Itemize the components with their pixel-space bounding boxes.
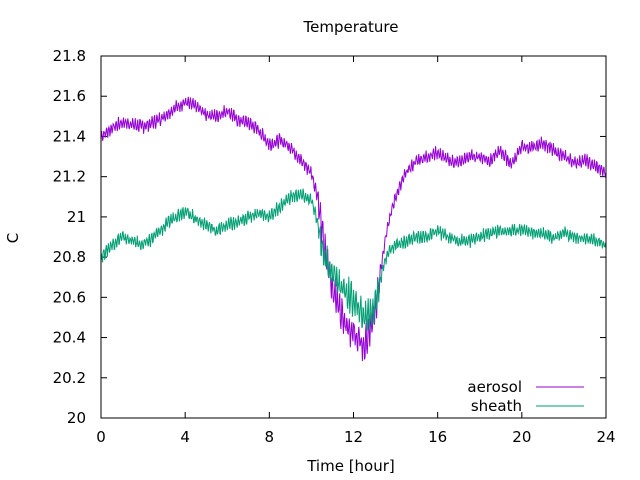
y-tick-label: 21.6 — [53, 87, 86, 105]
axis-ticks: 0 4 8 12 16 20 24 20 20.2 20.4 20.6 20.8 21 21.2 21.4 2… — [53, 47, 616, 446]
y-tick-label: 21 — [67, 208, 86, 226]
series-line-sheath — [100, 188, 607, 331]
y-tick-label: 21.4 — [53, 127, 86, 145]
x-tick-label: 16 — [428, 428, 447, 446]
x-tick-label: 4 — [180, 428, 190, 446]
y-tick-label: 20.2 — [53, 369, 86, 387]
y-axis-label: C — [4, 233, 22, 243]
series-layer — [100, 96, 607, 362]
y-tick-label: 21.2 — [53, 168, 86, 186]
series-line-aerosol — [100, 96, 607, 362]
y-tick-label: 20.4 — [53, 329, 86, 347]
y-tick-label: 20 — [67, 409, 86, 427]
x-tick-label: 24 — [596, 428, 615, 446]
legend-label-sheath: sheath — [471, 397, 522, 415]
legend-label-aerosol: aerosol — [467, 378, 522, 396]
x-tick-label: 20 — [512, 428, 531, 446]
plot-frame — [100, 55, 607, 419]
y-tick-label: 20.6 — [53, 288, 86, 306]
x-tick-label: 0 — [96, 428, 106, 446]
x-tick-label: 12 — [344, 428, 363, 446]
y-tick-label: 20.8 — [53, 248, 86, 266]
y-tick-label: 21.8 — [53, 47, 86, 65]
chart-title: Temperature — [302, 18, 398, 36]
x-axis-label: Time [hour] — [306, 457, 395, 475]
x-tick-label: 8 — [265, 428, 275, 446]
